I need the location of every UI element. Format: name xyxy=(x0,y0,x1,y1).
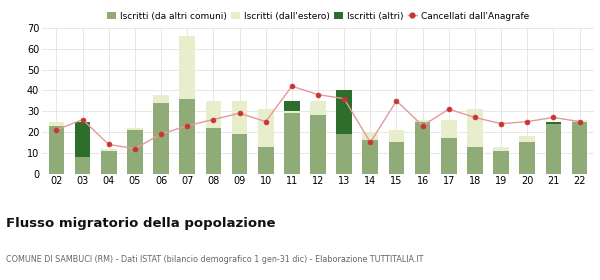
Bar xyxy=(206,128,221,174)
Bar xyxy=(493,151,509,174)
Bar xyxy=(179,36,195,99)
Bar xyxy=(179,99,195,174)
Bar xyxy=(153,95,169,103)
Bar xyxy=(127,130,143,174)
Bar xyxy=(441,138,457,174)
Bar xyxy=(389,143,404,174)
Bar xyxy=(572,122,587,174)
Bar xyxy=(493,146,509,151)
Bar xyxy=(441,120,457,138)
Bar xyxy=(101,149,116,151)
Bar xyxy=(101,151,116,174)
Bar xyxy=(572,120,587,122)
Bar xyxy=(49,122,64,126)
Bar xyxy=(258,109,274,146)
Bar xyxy=(337,134,352,174)
Legend: Iscritti (da altri comuni), Iscritti (dall'estero), Iscritti (altri), Cancellati: Iscritti (da altri comuni), Iscritti (da… xyxy=(107,11,529,20)
Bar xyxy=(337,126,352,134)
Bar xyxy=(153,103,169,174)
Bar xyxy=(545,122,561,124)
Bar xyxy=(389,130,404,143)
Bar xyxy=(206,101,221,128)
Bar xyxy=(232,134,247,174)
Bar xyxy=(467,109,483,146)
Bar xyxy=(362,132,378,140)
Bar xyxy=(520,136,535,143)
Bar xyxy=(467,146,483,174)
Bar xyxy=(337,90,352,134)
Bar xyxy=(284,101,299,111)
Text: COMUNE DI SAMBUCI (RM) - Dati ISTAT (bilancio demografico 1 gen-31 dic) - Elabor: COMUNE DI SAMBUCI (RM) - Dati ISTAT (bil… xyxy=(6,255,424,264)
Bar xyxy=(75,122,91,157)
Text: Flusso migratorio della popolazione: Flusso migratorio della popolazione xyxy=(6,217,275,230)
Bar xyxy=(362,140,378,174)
Bar xyxy=(127,128,143,130)
Bar xyxy=(415,122,430,174)
Bar xyxy=(415,120,430,122)
Bar xyxy=(232,101,247,134)
Bar xyxy=(49,126,64,174)
Bar xyxy=(310,115,326,174)
Bar xyxy=(284,113,299,174)
Bar xyxy=(545,124,561,174)
Bar xyxy=(310,101,326,115)
Bar xyxy=(284,111,299,113)
Bar xyxy=(258,146,274,174)
Bar xyxy=(75,157,91,174)
Bar xyxy=(520,143,535,174)
Bar xyxy=(75,122,91,157)
